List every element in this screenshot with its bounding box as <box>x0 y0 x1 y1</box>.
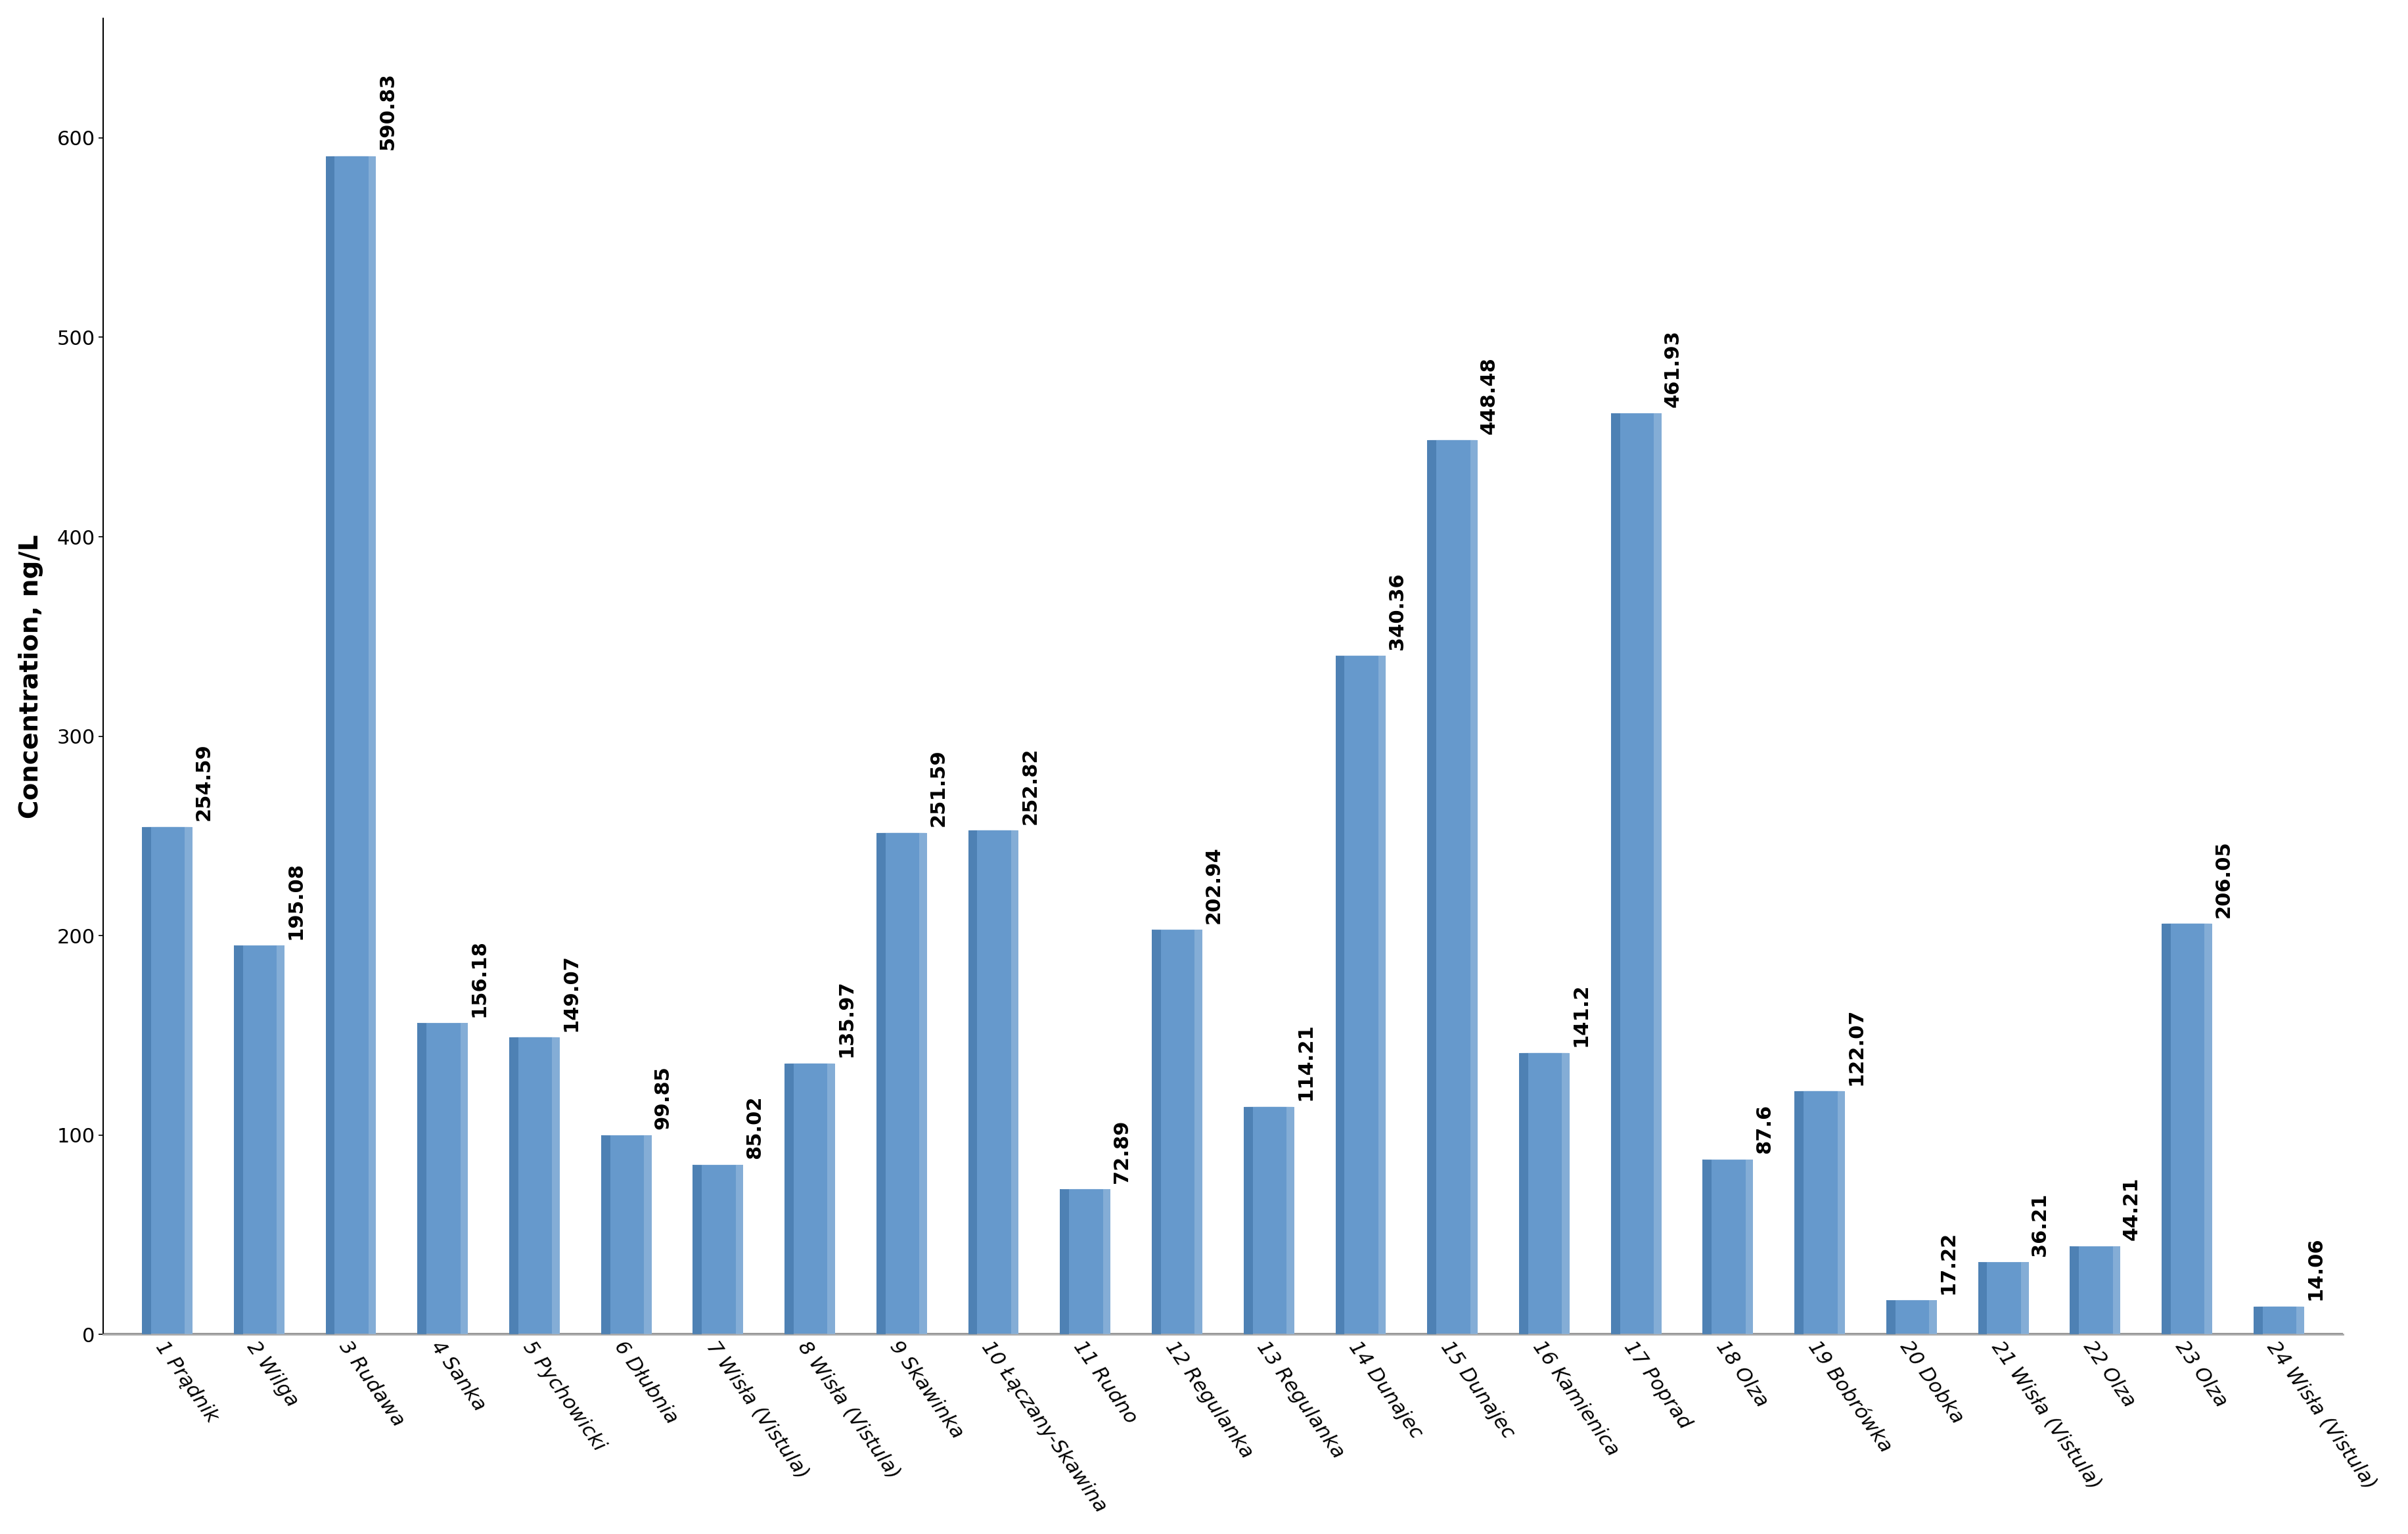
Bar <box>920 833 927 1335</box>
Bar <box>368 156 376 1335</box>
Text: 135.97: 135.97 <box>836 980 855 1057</box>
Text: 72.89: 72.89 <box>1112 1120 1132 1183</box>
Bar <box>2254 1307 2304 1335</box>
Bar <box>417 1023 467 1335</box>
Bar <box>1060 1189 1069 1335</box>
Bar <box>1334 655 1344 1335</box>
Text: 254.59: 254.59 <box>195 744 214 821</box>
Text: 122.07: 122.07 <box>1847 1008 1866 1085</box>
Bar <box>1611 413 1662 1335</box>
Bar <box>2295 1307 2304 1335</box>
Bar <box>185 827 193 1335</box>
Bar <box>508 1037 518 1335</box>
Bar <box>1103 1189 1110 1335</box>
Bar <box>1151 930 1161 1335</box>
Bar <box>1519 1052 1570 1335</box>
Bar <box>1885 1301 1936 1335</box>
Text: 590.83: 590.83 <box>378 72 397 150</box>
Text: 17.22: 17.22 <box>1938 1230 1958 1295</box>
Bar <box>1977 1262 1987 1335</box>
Bar <box>785 1063 795 1335</box>
Text: 36.21: 36.21 <box>2030 1193 2049 1256</box>
Bar <box>828 1063 836 1335</box>
Text: 14.06: 14.06 <box>2304 1236 2324 1301</box>
Bar <box>968 830 978 1335</box>
Bar <box>1243 1106 1252 1335</box>
Bar <box>877 833 886 1335</box>
Text: 87.6: 87.6 <box>1755 1104 1775 1154</box>
Bar <box>2068 1246 2119 1335</box>
Bar <box>551 1037 559 1335</box>
Bar <box>1885 1301 1895 1335</box>
Bar <box>1702 1160 1753 1335</box>
Bar <box>1286 1106 1293 1335</box>
Bar <box>1377 655 1385 1335</box>
Bar <box>1837 1091 1845 1335</box>
Bar <box>142 827 152 1335</box>
Bar <box>2160 923 2211 1335</box>
Bar <box>277 945 284 1335</box>
Bar <box>694 1164 701 1335</box>
Bar <box>877 833 927 1335</box>
Bar <box>142 827 193 1335</box>
Bar <box>2068 1246 2078 1335</box>
Bar <box>602 1135 650 1335</box>
Text: 44.21: 44.21 <box>2121 1177 2141 1241</box>
Bar <box>1929 1301 1936 1335</box>
Bar <box>417 1023 426 1335</box>
Bar <box>1194 930 1202 1335</box>
Bar <box>1428 440 1435 1335</box>
Bar <box>1334 655 1385 1335</box>
Bar <box>460 1023 467 1335</box>
Text: 252.82: 252.82 <box>1021 747 1040 824</box>
Text: 461.93: 461.93 <box>1664 330 1681 407</box>
Bar <box>1746 1160 1753 1335</box>
Text: 156.18: 156.18 <box>470 939 489 1017</box>
Bar <box>1794 1091 1845 1335</box>
Text: 251.59: 251.59 <box>929 749 946 827</box>
Bar <box>1977 1262 2028 1335</box>
Bar <box>1469 440 1479 1335</box>
Bar <box>785 1063 836 1335</box>
Text: 448.48: 448.48 <box>1479 356 1498 434</box>
Bar <box>234 945 243 1335</box>
Bar <box>2254 1307 2261 1335</box>
Bar <box>1560 1052 1570 1335</box>
Bar <box>1702 1160 1712 1335</box>
Bar <box>643 1135 650 1335</box>
Bar <box>1060 1189 1110 1335</box>
Bar <box>2020 1262 2028 1335</box>
Bar <box>2203 923 2211 1335</box>
Bar <box>968 830 1019 1335</box>
Text: 141.2: 141.2 <box>1570 983 1589 1046</box>
Text: 195.08: 195.08 <box>287 862 306 939</box>
Text: 202.94: 202.94 <box>1204 847 1223 923</box>
Bar <box>1611 413 1621 1335</box>
Bar <box>2112 1246 2119 1335</box>
Bar <box>234 945 284 1335</box>
Bar <box>1151 930 1202 1335</box>
Bar <box>1519 1052 1527 1335</box>
Text: 340.36: 340.36 <box>1387 572 1406 649</box>
Text: 206.05: 206.05 <box>2213 841 2232 917</box>
Bar <box>1243 1106 1293 1335</box>
Text: 85.02: 85.02 <box>744 1095 763 1158</box>
Bar <box>1011 830 1019 1335</box>
Bar <box>1428 440 1479 1335</box>
Text: 149.07: 149.07 <box>561 954 580 1031</box>
Bar <box>694 1164 744 1335</box>
Bar <box>325 156 335 1335</box>
Text: 114.21: 114.21 <box>1296 1023 1315 1101</box>
Bar <box>602 1135 609 1335</box>
Bar <box>2160 923 2170 1335</box>
Bar <box>734 1164 744 1335</box>
Bar <box>1794 1091 1804 1335</box>
Bar <box>325 156 376 1335</box>
Text: 99.85: 99.85 <box>653 1066 672 1129</box>
Y-axis label: Concentration, ng/L: Concentration, ng/L <box>19 534 43 819</box>
Bar <box>508 1037 559 1335</box>
Bar <box>1654 413 1662 1335</box>
